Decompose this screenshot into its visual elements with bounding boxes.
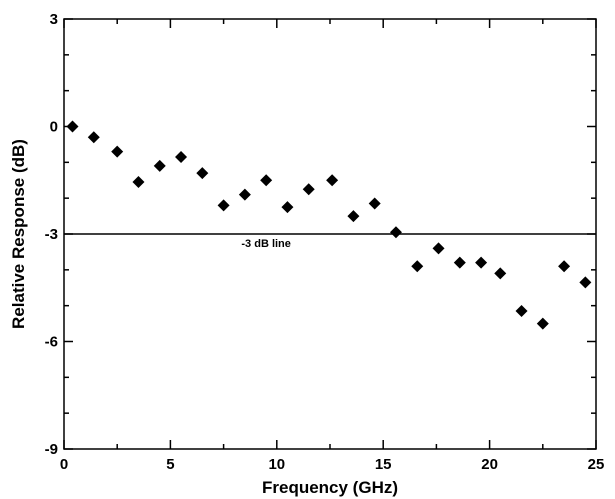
reference-line-label: -3 dB line (241, 238, 291, 250)
data-point (368, 197, 381, 210)
data-point (196, 167, 209, 180)
y-axis-title: Relative Response (dB) (9, 139, 28, 329)
data-point (515, 305, 528, 318)
y-tick-label: 0 (50, 119, 58, 136)
data-markers (66, 120, 592, 330)
data-point (326, 174, 339, 187)
data-point (302, 183, 315, 196)
data-point (238, 188, 251, 201)
x-tick-label: 0 (60, 456, 68, 473)
data-point (66, 120, 79, 133)
data-point (87, 131, 100, 144)
data-point (260, 174, 273, 187)
data-point (494, 267, 507, 280)
y-tick-label: -6 (45, 334, 58, 351)
data-point (175, 150, 188, 163)
y-tick-label: -9 (45, 441, 58, 458)
reference-line-group: -3 dB line (64, 233, 596, 250)
data-point (579, 276, 592, 289)
data-point (432, 242, 445, 255)
data-point (217, 199, 230, 212)
data-point (411, 260, 424, 273)
data-point (536, 317, 549, 330)
x-tick-label: 25 (588, 456, 605, 473)
x-axis-ticks (63, 19, 597, 449)
data-point (281, 201, 294, 214)
data-point (347, 210, 360, 223)
data-point (153, 159, 166, 172)
data-point (389, 226, 402, 239)
data-point (558, 260, 571, 273)
x-tick-label: 5 (166, 456, 174, 473)
x-tick-label: 15 (375, 456, 392, 473)
x-tick-label: 10 (268, 456, 285, 473)
data-point (132, 176, 145, 189)
y-tick-label: 3 (50, 11, 58, 28)
x-tick-label: 20 (481, 456, 498, 473)
data-point (453, 256, 466, 269)
y-tick-label: -3 (45, 226, 58, 243)
y-axis-tick-labels: 3 0 -3 -6 -9 (45, 11, 58, 458)
y-axis-ticks (64, 18, 596, 450)
data-point (111, 145, 124, 158)
x-axis-tick-labels: 0 5 10 15 20 25 (60, 456, 605, 473)
data-point (475, 256, 488, 269)
x-axis-title: Frequency (GHz) (262, 478, 398, 497)
